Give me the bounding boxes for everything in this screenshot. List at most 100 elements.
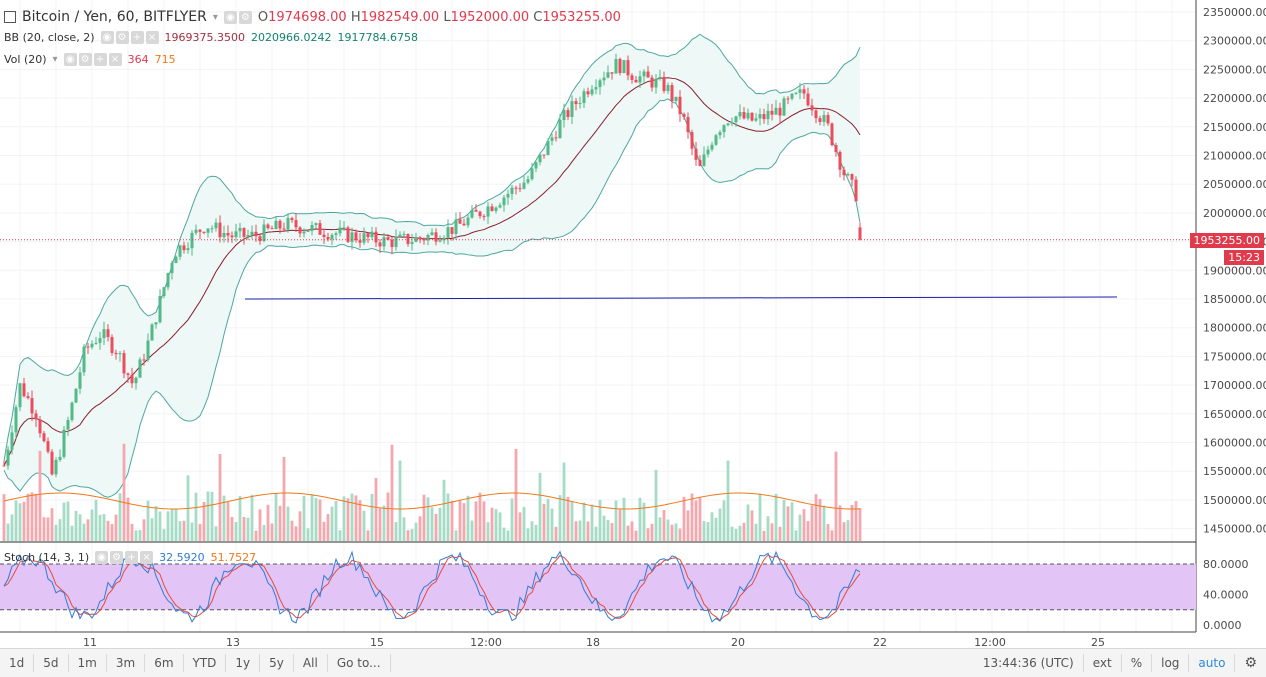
range-6m[interactable]: 6m (145, 654, 184, 672)
add-icon[interactable]: + (130, 31, 144, 44)
time-axis-label: 15 (370, 636, 384, 648)
candle-body (254, 231, 258, 237)
range-1y[interactable]: 1y (226, 654, 261, 672)
close-icon[interactable]: × (140, 551, 154, 564)
volume-bar (362, 510, 366, 541)
candle-body (842, 169, 846, 176)
bb-mid-value: 1969375.3500 (164, 31, 245, 44)
goto-button[interactable]: Go to... (328, 654, 391, 672)
volume-bar (54, 524, 58, 541)
candle-body (442, 237, 446, 241)
volume-bar (686, 510, 690, 541)
chevron-down-icon[interactable]: ▾ (52, 54, 58, 65)
candle-body (722, 125, 726, 133)
range-5d[interactable]: 5d (34, 654, 69, 672)
time-axis-label: 12:00 (470, 636, 502, 648)
range-all[interactable]: All (294, 654, 328, 672)
volume-bar (110, 524, 114, 541)
range-1m[interactable]: 1m (69, 654, 107, 672)
volume-bar (578, 520, 582, 541)
candle-body (94, 342, 98, 344)
settings-icon[interactable]: ⚙ (115, 31, 129, 44)
range-ytd[interactable]: YTD (184, 654, 227, 672)
price-axis-label: 1900000.00 (1203, 264, 1266, 277)
log-toggle[interactable]: log (1152, 654, 1190, 672)
candle-body (626, 60, 630, 76)
candle-body (358, 240, 362, 243)
volume-bar (338, 530, 342, 541)
candle-body (370, 231, 374, 238)
volume-bar (458, 500, 462, 541)
volume-bar (434, 513, 438, 541)
low-value: 1952000.00 (450, 9, 530, 25)
eye-icon[interactable]: ◉ (95, 551, 109, 564)
volume-bar (654, 469, 658, 541)
volume-bar (78, 514, 82, 541)
stoch-d-line (3, 554, 861, 622)
candle-body (182, 245, 186, 251)
volume-bar (614, 500, 618, 541)
eye-icon[interactable]: ◉ (100, 31, 114, 44)
volume-bar (298, 511, 302, 541)
candle-body (178, 245, 182, 257)
add-icon[interactable]: + (93, 53, 107, 66)
volume-bar (602, 515, 606, 541)
candle-body (6, 449, 10, 466)
candle-body (654, 78, 658, 88)
volume-bar (138, 530, 142, 541)
range-3m[interactable]: 3m (107, 654, 146, 672)
volume-bar (638, 497, 642, 541)
volume-bar (446, 493, 450, 541)
volume-bar (490, 507, 494, 541)
candle-body (830, 123, 834, 146)
close-icon[interactable]: × (145, 31, 159, 44)
range-1d[interactable]: 1d (0, 654, 35, 672)
volume-bar (714, 517, 718, 541)
settings-icon[interactable]: ⚙ (110, 551, 124, 564)
time-axis-label: 18 (586, 636, 600, 648)
volume-bar (350, 493, 354, 541)
range-5y[interactable]: 5y (260, 654, 294, 672)
candle-body (66, 420, 70, 430)
auto-toggle[interactable]: auto (1189, 654, 1236, 672)
add-icon[interactable]: + (125, 551, 139, 564)
volume-bar (82, 523, 86, 541)
settings-icon[interactable]: ⚙ (238, 10, 252, 24)
gear-icon[interactable]: ⚙ (1244, 655, 1257, 671)
candle-body (346, 227, 350, 242)
candle-body (590, 89, 594, 95)
volume-bar (514, 448, 518, 541)
eye-icon[interactable]: ◉ (223, 10, 237, 24)
volume-bar (554, 526, 558, 541)
ext-toggle[interactable]: ext (1084, 654, 1122, 672)
candle-body (154, 322, 158, 325)
candle-body (122, 353, 126, 374)
close-icon[interactable]: × (108, 53, 122, 66)
stoch-axis-label: 0.0000 (1203, 619, 1242, 632)
candle-body (306, 230, 310, 232)
volume-bar (198, 523, 202, 541)
volume-bar (410, 529, 414, 541)
percent-toggle[interactable]: % (1122, 654, 1153, 672)
chevron-down-icon[interactable]: ▾ (212, 11, 218, 23)
settings-icon[interactable]: ⚙ (78, 53, 92, 66)
candle-body (774, 107, 778, 115)
collapse-icon[interactable] (4, 11, 16, 23)
eye-icon[interactable]: ◉ (63, 53, 77, 66)
vol-legend: Vol (20) ▾ ◉ ⚙ + × 364 715 (4, 53, 176, 66)
time-axis-label: 22 (873, 636, 887, 648)
candle-body (826, 115, 830, 124)
volume-bar (778, 526, 782, 541)
volume-bar (246, 517, 250, 541)
candle-body (278, 220, 282, 229)
candle-body (250, 231, 254, 235)
candle-body (114, 352, 118, 355)
candle-body (450, 227, 454, 234)
price-axis-label: 2350000.00 (1203, 6, 1266, 19)
candle-body (478, 211, 482, 217)
price-chart[interactable]: 2350000.00 2300000.00 2250000.00 2200000.00… (0, 0, 1266, 648)
candle-body (130, 374, 134, 384)
bb-lower-band (3, 98, 861, 498)
candle-body (298, 227, 302, 234)
stoch-k-line (3, 550, 861, 624)
